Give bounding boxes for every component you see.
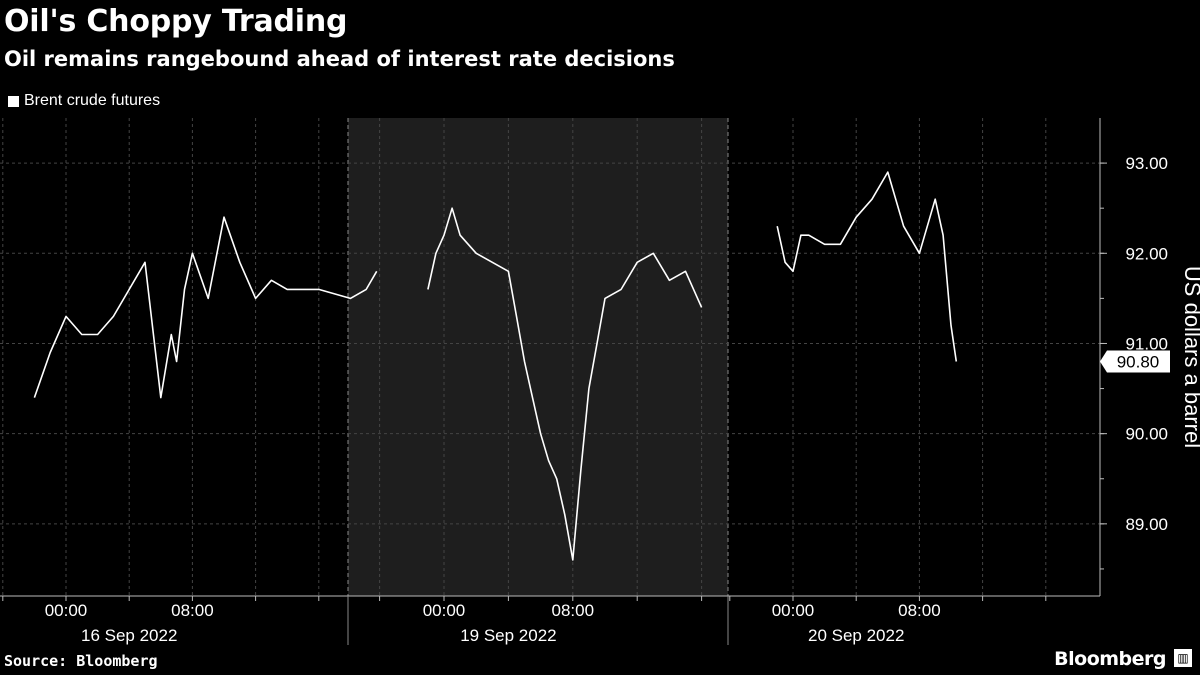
x-tick-label: 08:00: [552, 601, 595, 620]
x-day-label: 16 Sep 2022: [81, 626, 177, 645]
x-tick-label: 08:00: [898, 601, 941, 620]
brand-logo: Bloomberg: [1054, 648, 1166, 670]
y-tick-label: 93.00: [1125, 154, 1168, 173]
x-tick-label: 00:00: [772, 601, 815, 620]
shaded-session-band: [348, 118, 728, 596]
x-tick-label: 00:00: [45, 601, 88, 620]
chart-subtitle: Oil remains rangebound ahead of interest…: [4, 47, 675, 71]
legend-label: Brent crude futures: [24, 92, 161, 109]
series-line-3: [776, 171, 958, 362]
y-tick-label: 89.00: [1125, 515, 1168, 534]
x-day-label: 19 Sep 2022: [460, 626, 556, 645]
bloomberg-chart-icon: ▥: [1174, 649, 1192, 667]
legend-swatch: [8, 95, 19, 107]
source-note: Source: Bloomberg: [4, 652, 158, 670]
x-tick-label: 00:00: [423, 601, 466, 620]
last-value-label: 90.80: [1117, 353, 1160, 372]
chart-title: Oil's Choppy Trading: [4, 4, 348, 39]
x-tick-label: 08:00: [171, 601, 214, 620]
y-tick-label: 90.00: [1125, 425, 1168, 444]
x-day-label: 20 Sep 2022: [808, 626, 904, 645]
y-axis-title: US dollars a barrel: [1180, 266, 1200, 448]
last-value-callout: [1100, 350, 1170, 373]
series-line-2: [427, 207, 703, 561]
series-line-1: [33, 216, 378, 399]
y-tick-label: 92.00: [1125, 244, 1168, 263]
y-tick-label: 91.00: [1125, 334, 1168, 353]
legend: Brent crude futures: [8, 92, 160, 110]
